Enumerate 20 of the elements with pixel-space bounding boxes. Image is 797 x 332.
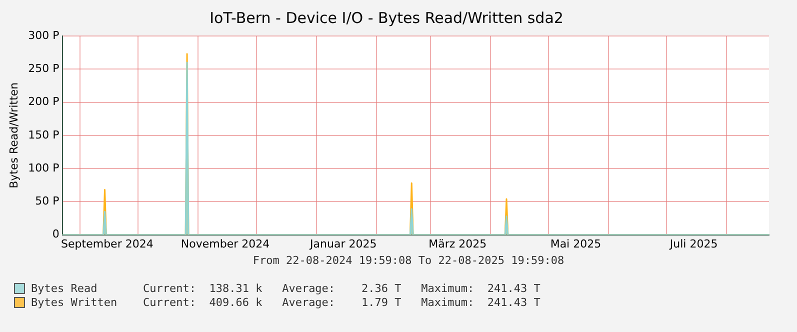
text: Current: 409.66 k Average: 1.79 T Maximum: 241.43 T <box>143 296 540 308</box>
y-tick-label: 100 P <box>28 161 60 174</box>
x-tick-label: Mai 2025 <box>550 237 602 250</box>
y-tick-label: 50 P <box>35 194 60 208</box>
legend-label: Bytes Written <box>31 296 118 308</box>
y-axis-title: Bytes Read/Written <box>7 82 20 188</box>
y-tick-label: 0 <box>52 228 60 241</box>
y-tick-label: 250 P <box>28 62 60 75</box>
x-tick-label: September 2024 <box>61 237 154 250</box>
y-tick-label: 200 P <box>28 95 60 108</box>
y-tick-label: 150 P <box>28 128 60 142</box>
x-tick-label: März 2025 <box>428 237 487 250</box>
x-tick-label: Januar 2025 <box>309 237 377 250</box>
legend-label: Bytes Read <box>31 282 98 294</box>
y-tick-label: 300 P <box>28 28 60 42</box>
x-tick-label: Juli 2025 <box>668 237 718 250</box>
chart-title: IoT-Bern - Device I/O - Bytes Read/Written sda2 <box>210 8 564 27</box>
text: From 22-08-2024 19:59:08 To 22-08-2025 19:59:08 <box>252 254 566 267</box>
x-tick-label: November 2024 <box>180 237 270 250</box>
text: Current: 138.31 k Average: 2.36 T Maximum: 241.43 T <box>143 282 540 294</box>
